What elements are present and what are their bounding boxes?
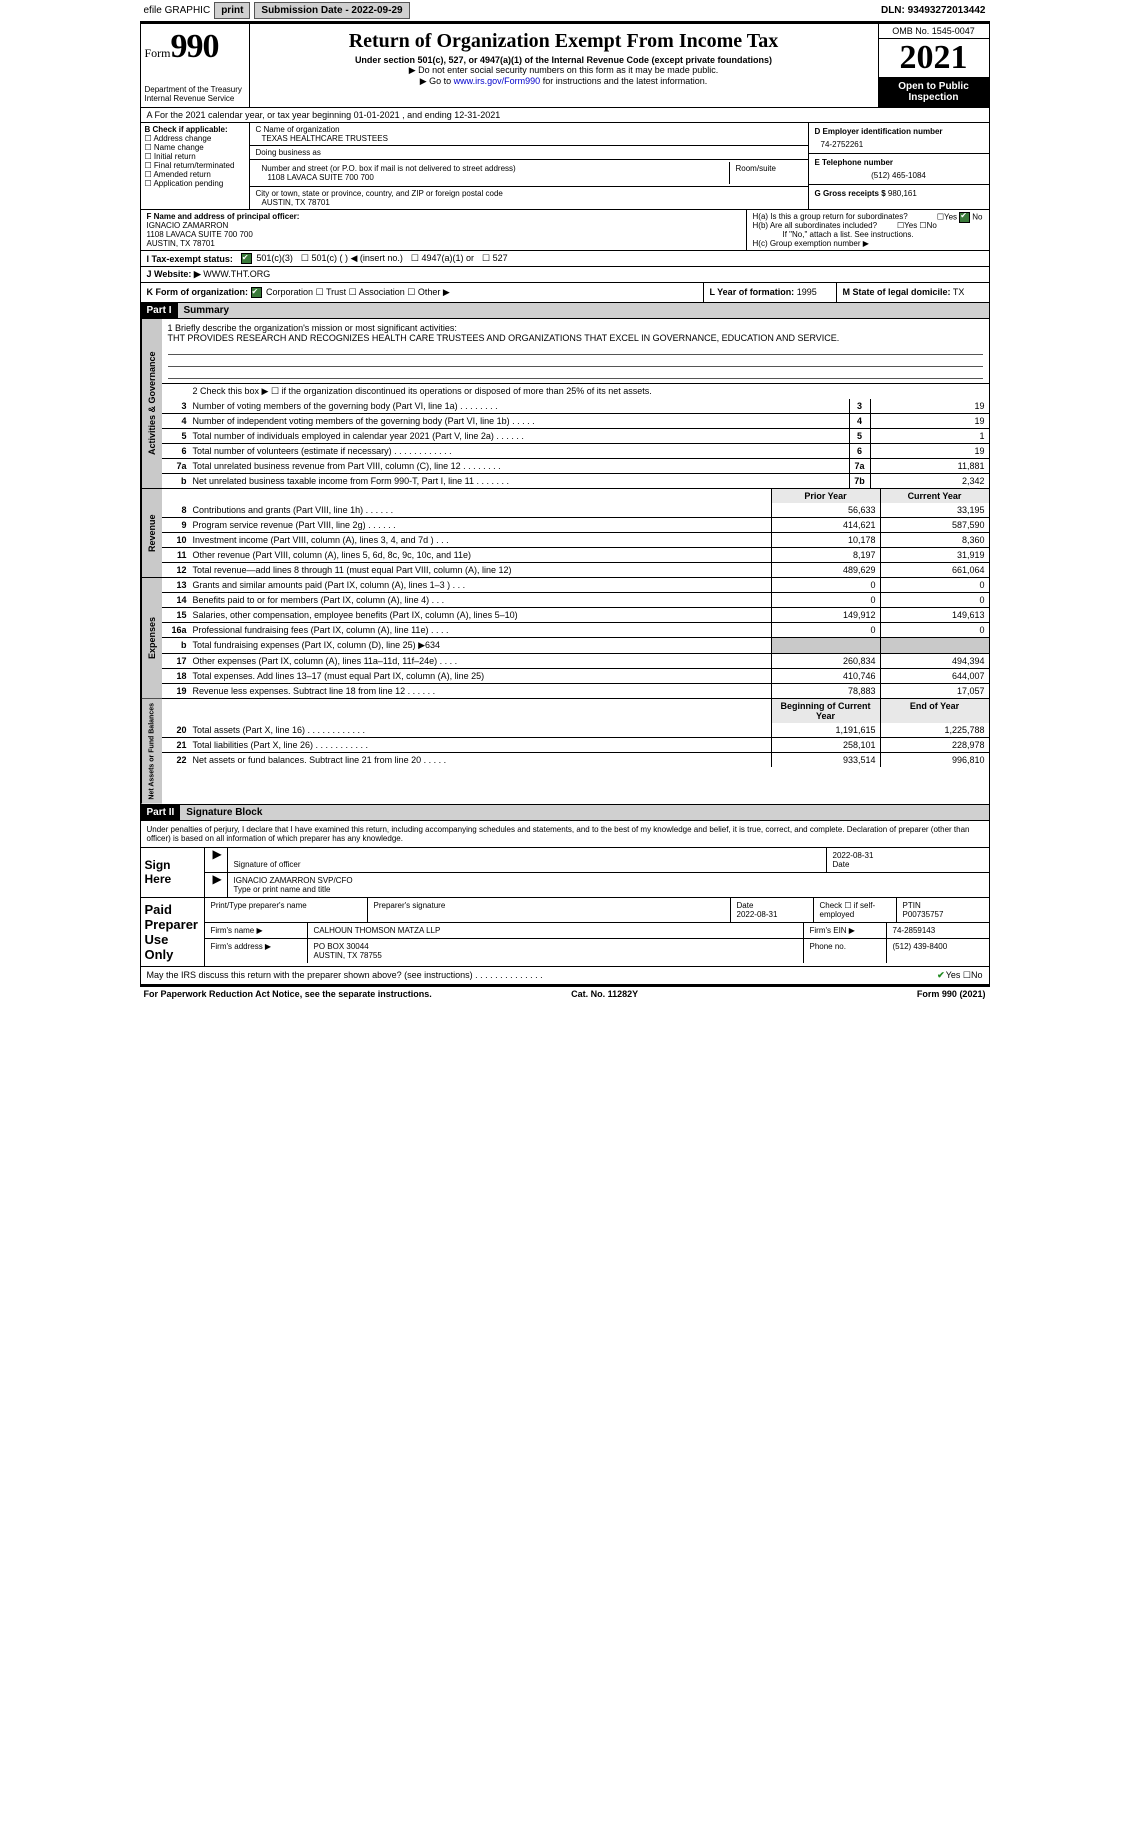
form-number-box: Form990 Department of the Treasury Inter… (141, 24, 250, 107)
sign-here-label: Sign Here (141, 848, 204, 897)
signature-block: Under penalties of perjury, I declare th… (140, 821, 990, 967)
row-a: A For the 2021 calendar year, or tax yea… (140, 108, 990, 123)
tab-net-assets: Net Assets or Fund Balances (141, 699, 162, 804)
submission-date: Submission Date - 2022-09-29 (254, 2, 409, 19)
part2-header: Part IISignature Block (140, 805, 990, 821)
tab-revenue: Revenue (141, 489, 162, 577)
paid-preparer-label: Paid Preparer Use Only (141, 898, 204, 966)
title-box: Return of Organization Exempt From Incom… (250, 24, 879, 107)
col-c: C Name of organizationTEXAS HEALTHCARE T… (250, 123, 808, 209)
part1-header: Part ISummary (140, 303, 990, 319)
row-i: I Tax-exempt status: 501(c)(3) ☐ 501(c) … (140, 251, 990, 267)
print-button[interactable]: print (214, 2, 250, 19)
page-footer: For Paperwork Reduction Act Notice, see … (140, 985, 990, 1001)
col-b: B Check if applicable: ☐ Address change … (141, 123, 250, 209)
section-b-c-d: B Check if applicable: ☐ Address change … (140, 123, 990, 210)
dept-label: Department of the Treasury Internal Reve… (145, 85, 245, 103)
efile-label: efile GRAPHIC (144, 5, 211, 16)
row-j: J Website: ▶ WWW.THT.ORG (140, 267, 990, 283)
dln: DLN: 93493272013442 (881, 5, 986, 16)
tab-governance: Activities & Governance (141, 319, 162, 488)
instructions-link[interactable]: www.irs.gov/Form990 (454, 76, 541, 86)
top-toolbar: efile GRAPHIC print Submission Date - 20… (140, 0, 990, 23)
year-box: OMB No. 1545-0047 2021 Open to Public In… (879, 24, 989, 107)
col-d: D Employer identification number74-27522… (808, 123, 989, 209)
form-title: Return of Organization Exempt From Incom… (258, 30, 870, 53)
may-discuss: May the IRS discuss this return with the… (140, 967, 990, 985)
form-header: Form990 Department of the Treasury Inter… (140, 23, 990, 108)
row-k-l-m: K Form of organization: Corporation ☐ Tr… (140, 283, 990, 303)
tab-expenses: Expenses (141, 578, 162, 698)
row-f-h: F Name and address of principal officer:… (140, 210, 990, 251)
summary-table: Activities & Governance 1 Briefly descri… (140, 319, 990, 805)
